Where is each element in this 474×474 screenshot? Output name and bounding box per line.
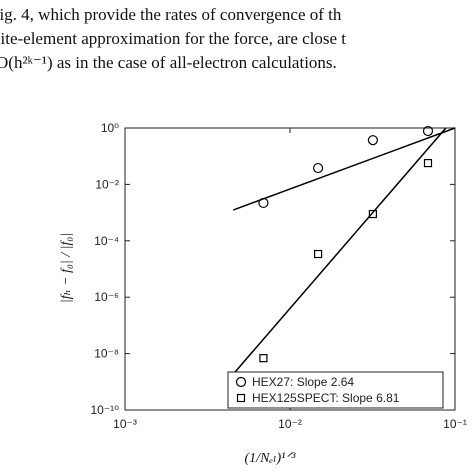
legend-marker bbox=[235, 376, 247, 388]
data-point bbox=[313, 249, 323, 259]
plot-area bbox=[124, 127, 456, 411]
y-tick-label: 10⁻⁶ bbox=[94, 290, 119, 304]
text-line: O(h²ᵏ⁻¹) as in the case of all-electron … bbox=[0, 53, 337, 72]
y-tick-label: 10⁰ bbox=[101, 121, 119, 135]
legend bbox=[227, 371, 444, 409]
x-tick-label: 10⁻² bbox=[278, 417, 302, 431]
y-tick-label: 10⁻⁸ bbox=[94, 347, 119, 361]
y-tick-label: 10⁻¹⁰ bbox=[91, 403, 120, 417]
legend-label: HEX125SPECT: Slope 6.81 bbox=[252, 391, 400, 405]
data-point bbox=[367, 135, 379, 146]
data-point bbox=[258, 197, 269, 209]
fit-line bbox=[232, 127, 456, 211]
data-point bbox=[423, 158, 433, 168]
data-point bbox=[368, 209, 378, 219]
y-axis-label: |fₕ − f₀| / |f₀| bbox=[59, 233, 74, 303]
text-line: nite-element approximation for the force… bbox=[0, 29, 346, 48]
legend-label: HEX27: Slope 2.64 bbox=[252, 375, 354, 389]
legend-marker bbox=[236, 393, 246, 403]
fit-line bbox=[234, 127, 447, 373]
x-axis-label: (1/Nₑₗ)¹ᐟ³ bbox=[245, 451, 297, 466]
y-tick-label: 10⁻⁴ bbox=[94, 234, 119, 248]
data-point bbox=[259, 354, 268, 363]
data-point bbox=[312, 162, 324, 174]
x-tick-label: 10⁻¹ bbox=[443, 417, 467, 431]
text-line: Fig. 4, which provide the rates of conve… bbox=[0, 5, 342, 24]
data-point bbox=[422, 125, 434, 137]
x-tick-label: 10⁻³ bbox=[113, 417, 137, 431]
y-tick-label: 10⁻² bbox=[95, 177, 119, 191]
